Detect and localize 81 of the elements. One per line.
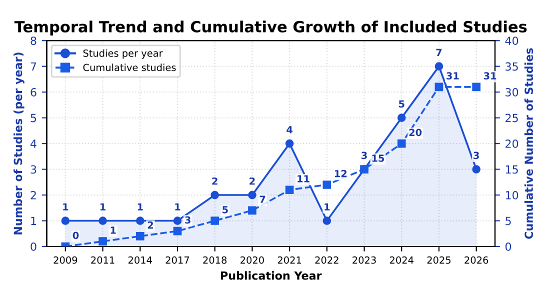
point — [136, 232, 144, 240]
data-label: 2 — [212, 177, 218, 185]
x-tick-label: 2024 — [390, 256, 414, 264]
y2-tick-label: 25 — [506, 114, 518, 122]
data-label: 1 — [63, 203, 68, 210]
y-tick-label: 1 — [31, 216, 36, 225]
data-label: 5 — [222, 206, 228, 214]
x-tick-label: 2023 — [352, 256, 376, 264]
y-axis-title: Number of Studies (per year) — [14, 52, 24, 234]
point — [210, 216, 220, 225]
y-tick-label: 5 — [30, 114, 36, 122]
point — [285, 139, 294, 148]
point — [285, 186, 294, 194]
point — [322, 216, 332, 225]
point — [136, 216, 144, 225]
data-label: 0 — [72, 232, 79, 240]
x-axis-title: Publication Year — [221, 271, 322, 280]
y2-axis-title: Cumulative Number of Studies — [524, 48, 534, 239]
data-label: 5 — [398, 100, 404, 108]
x-tick-label: 2022 — [315, 256, 338, 264]
data-label: 1 — [324, 203, 330, 210]
point — [434, 62, 444, 71]
data-label: 1 — [175, 203, 180, 210]
data-label: 3 — [185, 216, 190, 224]
x-tick-label: 2026 — [464, 256, 488, 264]
point — [98, 237, 107, 246]
point — [210, 190, 220, 200]
point — [434, 82, 444, 92]
data-label: 11 — [298, 175, 310, 182]
data-label: 2 — [250, 177, 255, 185]
y2-tick-label: 40 — [505, 36, 518, 45]
point — [397, 139, 406, 148]
point — [173, 216, 182, 225]
y2-tick-label: 15 — [506, 165, 518, 174]
x-tick-label: 2009 — [54, 256, 78, 264]
data-label: 4 — [286, 126, 292, 134]
legend-label: Studies per year — [83, 49, 163, 59]
y2-tick-label: 20 — [506, 140, 518, 148]
data-label: 15 — [372, 154, 384, 162]
x-tick-label: 2011 — [91, 256, 114, 264]
point — [248, 206, 256, 215]
chart-title: Temporal Trend and Cumulative Growth of Included Studies — [14, 20, 527, 36]
y-tick-label: 6 — [30, 88, 36, 96]
y-tick-label: 7 — [30, 62, 36, 71]
point — [472, 165, 480, 174]
point — [248, 190, 256, 200]
x-tick-label: 2025 — [427, 256, 450, 264]
data-label: 1 — [100, 203, 106, 210]
x-tick-label: 2020 — [240, 256, 264, 264]
data-label: 2 — [148, 221, 153, 229]
data-label: 31 — [484, 72, 496, 80]
y-tick-label: 8 — [30, 36, 36, 45]
x-tick-label: 2021 — [278, 256, 302, 264]
data-label: 31 — [446, 72, 459, 80]
data-label: 3 — [474, 152, 479, 160]
x-tick-label: 2018 — [203, 256, 227, 264]
x-tick-label: 2017 — [166, 256, 190, 264]
data-label: 1 — [138, 203, 143, 210]
point — [472, 82, 480, 92]
y2-tick-label: 30 — [506, 88, 518, 96]
data-label: 12 — [334, 170, 347, 178]
data-label: 1 — [110, 226, 116, 234]
point — [397, 114, 406, 122]
y2-tick-label: 5 — [506, 216, 511, 226]
data-label: 3 — [362, 152, 367, 160]
y2-tick-label: 10 — [506, 191, 518, 200]
data-label: 7 — [436, 48, 442, 56]
y-tick-label: 2 — [30, 191, 36, 200]
point — [173, 226, 182, 236]
y-tick-label: 3 — [30, 165, 36, 174]
data-label: 7 — [260, 196, 266, 203]
data-label: 20 — [409, 128, 422, 136]
point — [322, 180, 332, 189]
x-tick-label: 2014 — [128, 256, 152, 264]
point — [61, 216, 70, 225]
y2-tick-label: 0 — [505, 242, 512, 251]
y-tick-label: 4 — [30, 140, 36, 148]
point — [98, 216, 107, 225]
y2-tick-label: 35 — [506, 62, 518, 71]
y-tick-label: 0 — [30, 242, 36, 251]
legend-label: Cumulative studies — [83, 64, 176, 72]
